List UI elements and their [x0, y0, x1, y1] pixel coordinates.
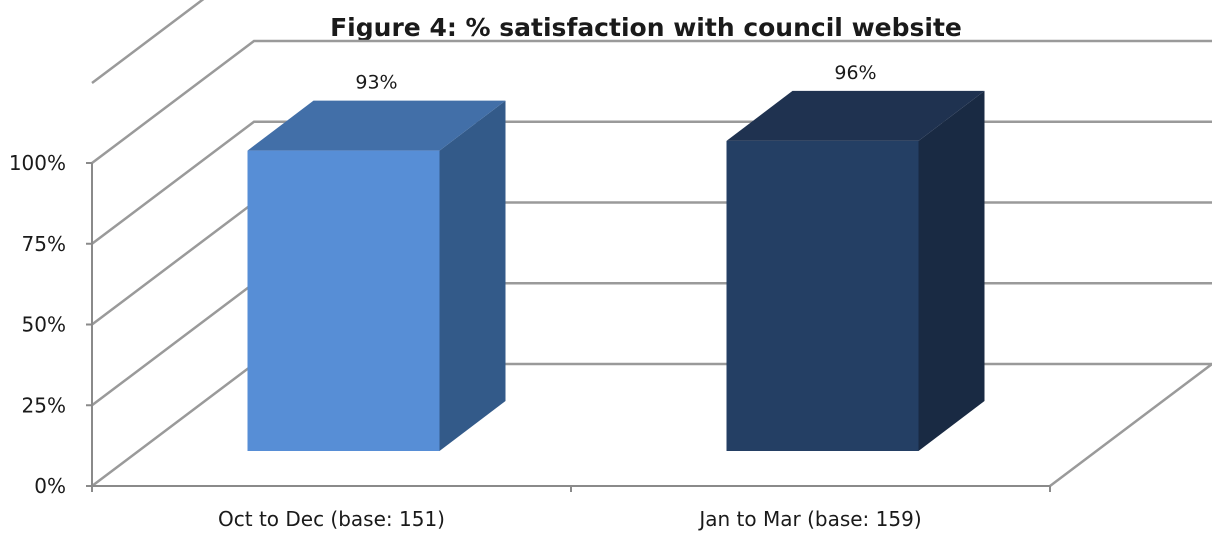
- bar: [726, 90, 985, 452]
- data-label: 96%: [834, 62, 876, 84]
- gridline: [91, 0, 205, 84]
- bar-front: [726, 140, 919, 452]
- gridline: [91, 39, 1212, 164]
- y-tick-label: 100%: [9, 151, 66, 175]
- bar-front: [247, 150, 440, 452]
- bar-top: [726, 90, 985, 141]
- bar-side: [439, 100, 506, 452]
- y-tick-label: 25%: [22, 393, 66, 417]
- bar-side: [918, 90, 985, 452]
- x-tick-label: Oct to Dec (base: 151): [218, 507, 445, 531]
- data-label: 93%: [355, 72, 397, 94]
- y-tick-label: 50%: [22, 313, 66, 337]
- labels: 0% 25% 50% 75% 100% 93% Oct to Dec (base: 151)…: [9, 62, 922, 531]
- bar: [247, 100, 506, 452]
- axes: [86, 162, 1051, 492]
- bars: [247, 90, 985, 452]
- bar-top: [247, 100, 506, 151]
- x-tick-label: Jan to Mar (base: 159): [697, 507, 921, 531]
- chart-title: Figure 4: % satisfaction with council we…: [330, 13, 962, 42]
- y-tick-label: 75%: [22, 232, 66, 256]
- y-tick-label: 0%: [34, 474, 66, 498]
- floor-edge: [1049, 363, 1212, 487]
